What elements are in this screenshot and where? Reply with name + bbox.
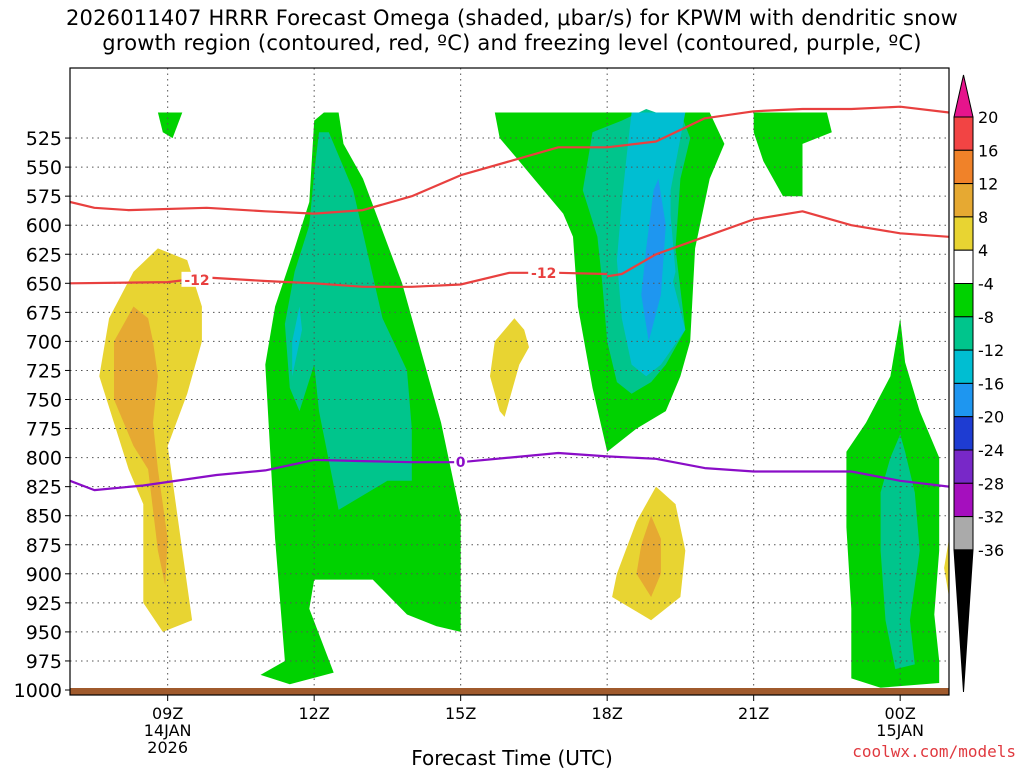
y-tick-label-825: 825 [26,477,62,499]
colorbar-label-13: -36 [978,541,1004,560]
title-line-2: growth region (contoured, red, ºC) and f… [102,31,922,55]
colorbar-swatch-10 [953,449,974,484]
credit-link[interactable]: coolwx.com/models [852,742,1016,761]
contour-label-bg-2 [454,454,468,470]
colorbar-swatch-11 [953,482,974,518]
chart-title: 2026011407 HRRR Forecast Omega (shaded, … [0,6,1024,56]
colorbar-swatch-8 [953,382,974,418]
y-tick-label-925: 925 [26,593,62,615]
omega-region-green-upper-21z [753,112,832,197]
colorbar-over-triangle [953,74,974,118]
x-tick-label-00Z-0: 00Z [885,704,916,723]
x-tick-label-15Z-0: 15Z [445,704,476,723]
colorbar-swatch-3 [953,216,974,251]
x-tick-label-09Z-0: 09Z [152,704,183,723]
y-tick-label-875: 875 [26,535,62,557]
colorbar-label-12: -32 [978,508,1004,527]
x-tick-label-21Z-0: 21Z [738,704,769,723]
y-tick-label-800: 800 [26,448,62,470]
colorbar-label-6: -8 [978,308,994,327]
omega-region-teal-core-12z [284,132,412,510]
colorbar-swatch-12 [953,516,974,551]
temperature-contours: -12 -12 0 [70,105,949,492]
colorbar-swatch-6 [953,316,974,351]
contour-label-2: 0 [456,455,466,471]
contour-label-bg-0 [181,271,213,287]
x-tick-label-09Z-1: 14JAN [144,721,192,740]
dotted-grid [70,68,949,695]
y-tick-label-725: 725 [26,360,62,382]
y-tick-label-675: 675 [26,302,62,324]
colorbar-label-7: -12 [978,341,1004,360]
colorbar-swatch-4 [953,249,974,284]
omega-region-orange-19z [636,515,661,597]
y-tick-label-600: 600 [26,215,62,237]
y-tick-label-575: 575 [26,186,62,208]
x-tick-label-09Z-2: 2026 [147,738,188,757]
omega-region-yellow-edge-right [944,538,949,597]
title-line-1: 2026011407 HRRR Forecast Omega (shaded, … [65,6,959,30]
colorbar-label-8: -16 [978,374,1004,393]
colorbar-under-triangle [953,549,974,693]
y-tick-label-1000: 1000 [14,680,62,702]
y-tick-label-950: 950 [26,622,62,644]
colorbar-swatch-7 [953,349,974,384]
contour-dgz-upper-secondary [607,210,949,278]
colorbar-swatch-5 [953,283,974,318]
y-tick-label-650: 650 [26,273,62,295]
colorbar-label-10: -24 [978,441,1004,460]
x-tick-label-12Z-0: 12Z [299,704,330,723]
x-axis-label: Forecast Time (UTC) [411,746,613,770]
colorbar-label-2: 12 [978,175,998,194]
omega-region-teal-right-00z [880,434,920,670]
y-tick-label-850: 850 [26,506,62,528]
y-tick-label-625: 625 [26,244,62,266]
colorbar-swatch-0 [953,116,974,151]
contour-label-1: -12 [531,266,556,282]
y-tick-label-900: 900 [26,564,62,586]
pressure-axis: 525 550 575 600 625 650 675 700 725 750 775 800 825 8… [14,128,70,702]
omega-shading [99,109,949,688]
colorbar-swatch-9 [953,416,974,451]
colorbar-label-0: 20 [978,108,998,127]
terrain-strip [70,688,949,695]
y-tick-label-975: 975 [26,651,62,673]
contour-label-bg-1 [528,264,560,280]
colorbar-swatch-2 [953,183,974,218]
omega-region-yellow-16z [490,318,529,417]
colorbar-label-3: 8 [978,208,988,227]
y-tick-label-750: 750 [26,390,62,412]
colorbar-label-4: 4 [978,241,988,260]
omega-region-blue-18z [641,178,666,342]
plot-frame [69,67,950,696]
contour-label-0: -12 [184,273,209,289]
colorbar-label-9: -20 [978,408,1004,427]
y-tick-label-525: 525 [26,128,62,150]
y-tick-label-775: 775 [26,419,62,441]
omega-region-orange-09z [114,306,168,586]
y-tick-label-700: 700 [26,331,62,353]
x-tick-label-18Z-0: 18Z [592,704,623,723]
colorbar-label-5: -4 [978,275,994,294]
omega-region-cyan-12z [292,306,302,377]
colorbar-label-1: 16 [978,141,998,160]
contour-freezing-level [70,451,949,492]
colorbar-label-11: -28 [978,474,1004,493]
x-tick-label-00Z-1: 15JAN [876,721,924,740]
contour-dgz-upper [70,105,949,215]
omega-region-green-top-09z [157,112,183,139]
colorbar-swatch-1 [953,149,974,185]
omega-colorbar: 20 16 12 8 4 -4 -8 -12 -16 -20 -24 -28 -32 -36 [953,74,1004,693]
y-tick-label-550: 550 [26,157,62,179]
